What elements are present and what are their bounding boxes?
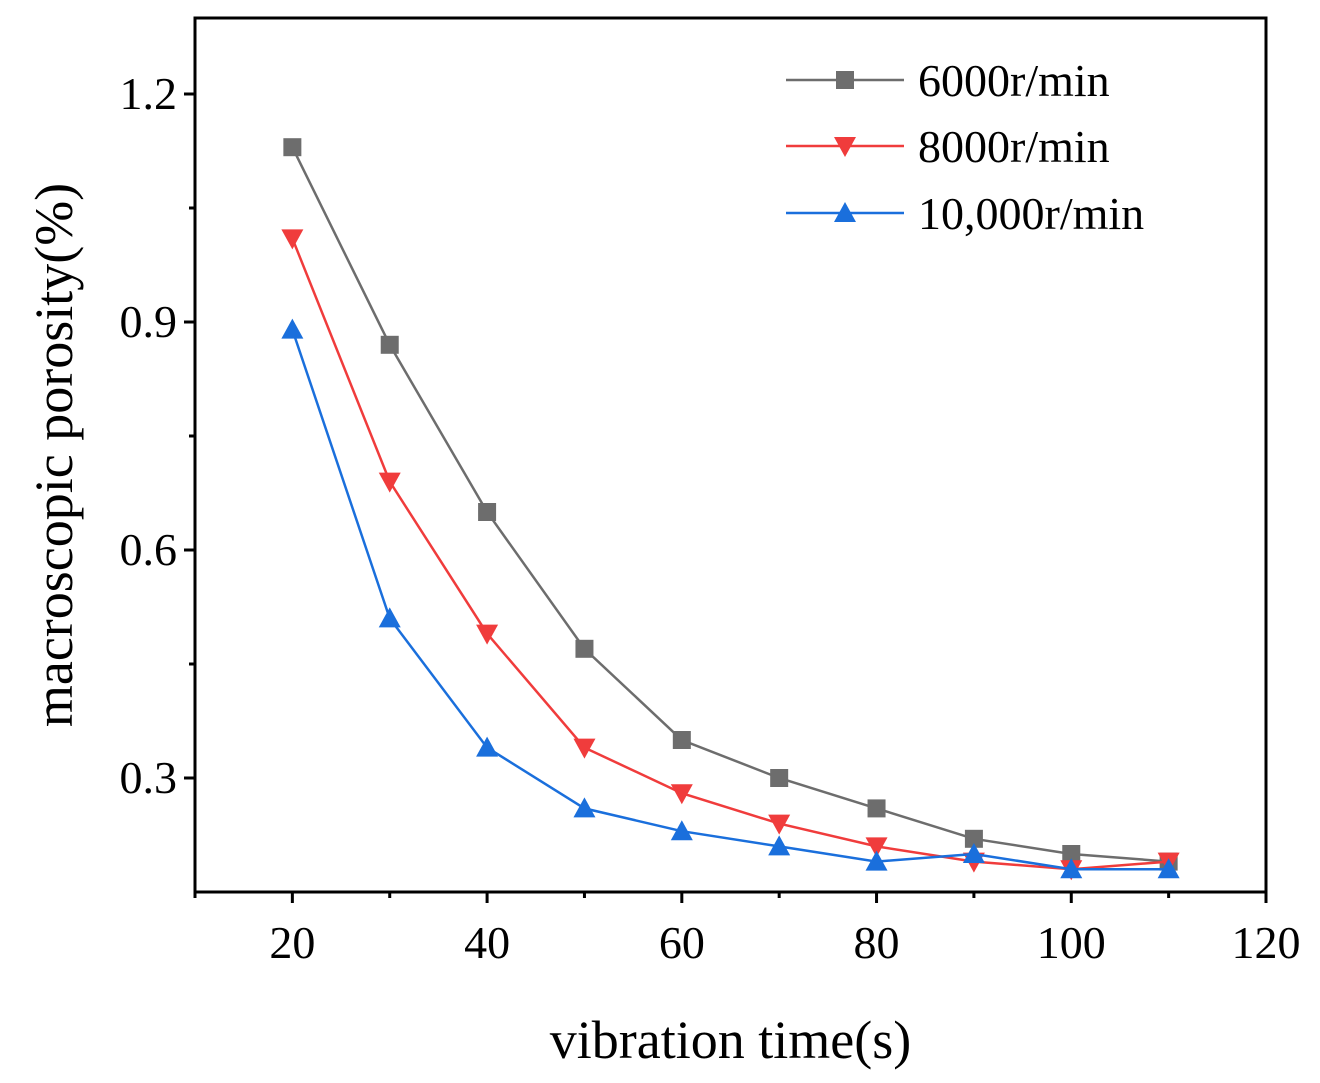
y-tick-label: 0.9 (120, 296, 178, 347)
series-2-point (962, 843, 985, 863)
legend-label: 6000r/min (918, 55, 1110, 106)
y-axis-title: macroscopic porosity(%) (24, 183, 84, 727)
y-tick-label: 0.6 (120, 524, 178, 575)
x-tick-label: 20 (269, 917, 315, 968)
legend-marker (834, 202, 856, 222)
series-1-point (670, 784, 693, 805)
series-1-point (573, 738, 596, 759)
y-tick-label: 0.3 (120, 752, 178, 803)
series-2-point (476, 736, 499, 757)
series-0-point (380, 335, 399, 354)
x-tick-label: 40 (464, 917, 510, 968)
series-2-point (768, 835, 791, 856)
series-1-point (378, 472, 401, 493)
series-2-point (1060, 858, 1083, 879)
x-tick-label: 100 (1037, 917, 1106, 968)
series-1-point (281, 229, 304, 250)
y-tick-label: 1.2 (120, 68, 178, 119)
series-2-point (865, 850, 888, 871)
series-line-2 (291, 329, 1169, 871)
legend-marker (836, 71, 854, 89)
series-2-point (281, 318, 304, 339)
x-tick-label: 80 (854, 917, 900, 968)
x-axis-title: vibration time(s) (550, 1010, 911, 1070)
series-0-point (283, 138, 302, 157)
series-1-point (865, 837, 888, 858)
series-2-point (573, 797, 596, 818)
legend-label: 8000r/min (918, 121, 1110, 172)
series-0-point (770, 769, 789, 787)
series-0-point (1062, 845, 1081, 863)
series-1-point (476, 624, 499, 645)
series-0-point (478, 503, 497, 521)
x-tick-label: 120 (1232, 917, 1301, 968)
series-0-point (867, 799, 886, 818)
series-2-point (1157, 858, 1180, 879)
series-2-point (378, 607, 401, 628)
legend-marker (834, 137, 856, 157)
series-line-1 (291, 237, 1169, 871)
series-0-point (964, 829, 983, 848)
series-0-point (672, 731, 691, 749)
legend-label: 10,000r/min (918, 188, 1144, 239)
plot-frame (193, 16, 1268, 894)
series-1-point (768, 814, 791, 835)
series-line-0 (291, 146, 1169, 863)
x-tick-label: 60 (659, 917, 705, 968)
series-2-point (670, 820, 693, 841)
series-0-point (575, 639, 594, 658)
